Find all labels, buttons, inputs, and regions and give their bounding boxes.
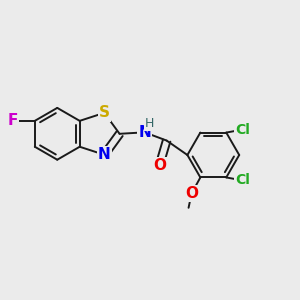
- Text: O: O: [153, 158, 166, 173]
- Text: N: N: [138, 125, 151, 140]
- Text: F: F: [8, 113, 18, 128]
- Text: N: N: [98, 147, 111, 162]
- Text: Cl: Cl: [235, 123, 250, 136]
- Text: O: O: [185, 186, 198, 201]
- Text: S: S: [99, 105, 110, 120]
- Text: Cl: Cl: [235, 173, 250, 188]
- Text: H: H: [145, 117, 154, 130]
